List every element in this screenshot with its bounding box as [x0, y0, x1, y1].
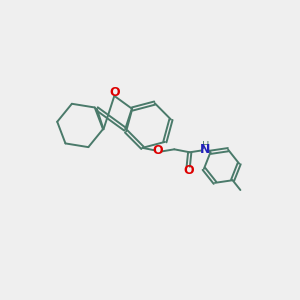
Text: O: O — [183, 164, 194, 177]
Text: O: O — [153, 144, 163, 157]
Text: H: H — [202, 141, 209, 151]
Text: O: O — [109, 85, 120, 98]
Text: N: N — [200, 143, 210, 156]
